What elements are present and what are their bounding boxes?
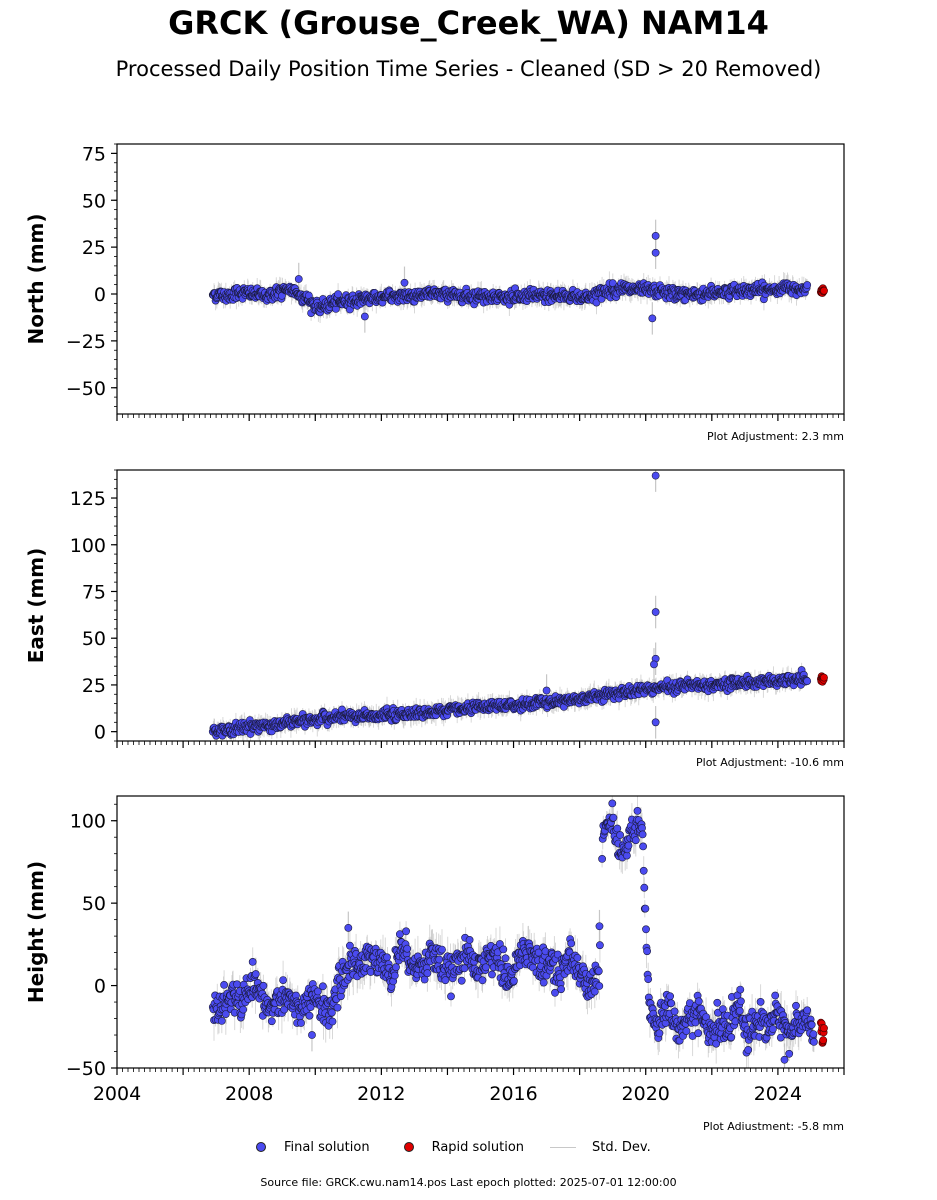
final-point bbox=[239, 1005, 248, 1014]
final-point-outlier bbox=[651, 231, 660, 240]
y-axis-label-north: North (mm) bbox=[24, 213, 48, 344]
panel-north: −50 −25 0 25 50 75 North (mm) Plot Adjustment: … bbox=[24, 143, 845, 443]
final-point-outlier bbox=[400, 278, 409, 287]
plot-adjustment-east: Plot Adjustment: -10.6 mm bbox=[696, 756, 844, 769]
final-point bbox=[318, 982, 327, 991]
final-point bbox=[221, 1010, 230, 1018]
plot-area-east bbox=[208, 470, 828, 741]
final-point-outlier bbox=[651, 248, 660, 257]
axes-frame-north bbox=[116, 143, 845, 415]
final-point-outlier bbox=[542, 686, 551, 695]
final-point-outlier bbox=[294, 275, 303, 283]
y-tick-label: 100 bbox=[70, 535, 106, 557]
y-tick-label: 25 bbox=[82, 237, 106, 259]
y-tick-label: 0 bbox=[94, 284, 106, 306]
y-tick-label: 0 bbox=[94, 722, 106, 744]
final-points-north bbox=[208, 231, 812, 323]
final-point bbox=[220, 981, 228, 989]
final-point-outlier bbox=[651, 471, 660, 480]
final-point bbox=[279, 976, 287, 984]
final-point bbox=[280, 1005, 289, 1014]
rapid-point bbox=[820, 286, 828, 295]
y-tick-label: −50 bbox=[66, 378, 106, 400]
final-point bbox=[233, 980, 241, 989]
final-point-outlier bbox=[650, 660, 658, 669]
final-point bbox=[267, 1017, 276, 1026]
final-point bbox=[334, 290, 342, 299]
y-tick-label: 75 bbox=[82, 581, 106, 603]
y-tick-label: 75 bbox=[82, 143, 106, 165]
y-tick-label: 125 bbox=[70, 488, 106, 510]
final-point bbox=[248, 958, 257, 966]
y-axis-label-east: East (mm) bbox=[24, 548, 48, 664]
final-point bbox=[328, 1017, 337, 1026]
final-point bbox=[333, 1003, 342, 1012]
figure-title: GRCK (Grouse_Creek_WA) NAM14 bbox=[168, 4, 769, 42]
final-points-height bbox=[208, 799, 818, 1064]
plots-svg: −50 −25 0 25 50 75 North (mm) Plot Adjustment: … bbox=[24, 143, 845, 1130]
panel-east: 0 25 50 75 100 125 East (mm) Plot Adjustment: -… bbox=[24, 469, 845, 769]
final-point bbox=[305, 1011, 314, 1020]
final-points-east bbox=[208, 471, 812, 740]
y-tick-label: 25 bbox=[82, 675, 106, 697]
rapid-points-north bbox=[817, 284, 828, 297]
final-point bbox=[803, 281, 812, 289]
y-tick-label: 50 bbox=[82, 190, 106, 212]
plot-area-height bbox=[208, 796, 828, 1068]
final-point-outlier bbox=[648, 314, 657, 323]
final-point bbox=[803, 677, 812, 685]
final-point-outlier bbox=[360, 312, 369, 321]
rapid-point bbox=[820, 673, 828, 682]
final-point-outlier bbox=[651, 608, 660, 616]
final-point bbox=[313, 987, 322, 996]
y-tick-label: −25 bbox=[66, 331, 106, 353]
rapid-points-east bbox=[817, 672, 828, 686]
plot-adjustment-north: Plot Adjustment: 2.3 mm bbox=[707, 430, 844, 443]
final-point-outlier bbox=[651, 718, 660, 727]
final-point bbox=[217, 1017, 226, 1025]
y-tick-label: 50 bbox=[82, 628, 106, 650]
figure-subtitle: Processed Daily Position Time Series - C… bbox=[115, 57, 822, 81]
final-point bbox=[327, 1008, 336, 1017]
plot-area-north bbox=[208, 219, 828, 335]
final-point bbox=[259, 981, 268, 990]
stddev-bars-north bbox=[213, 219, 808, 335]
final-point bbox=[297, 1019, 305, 1027]
